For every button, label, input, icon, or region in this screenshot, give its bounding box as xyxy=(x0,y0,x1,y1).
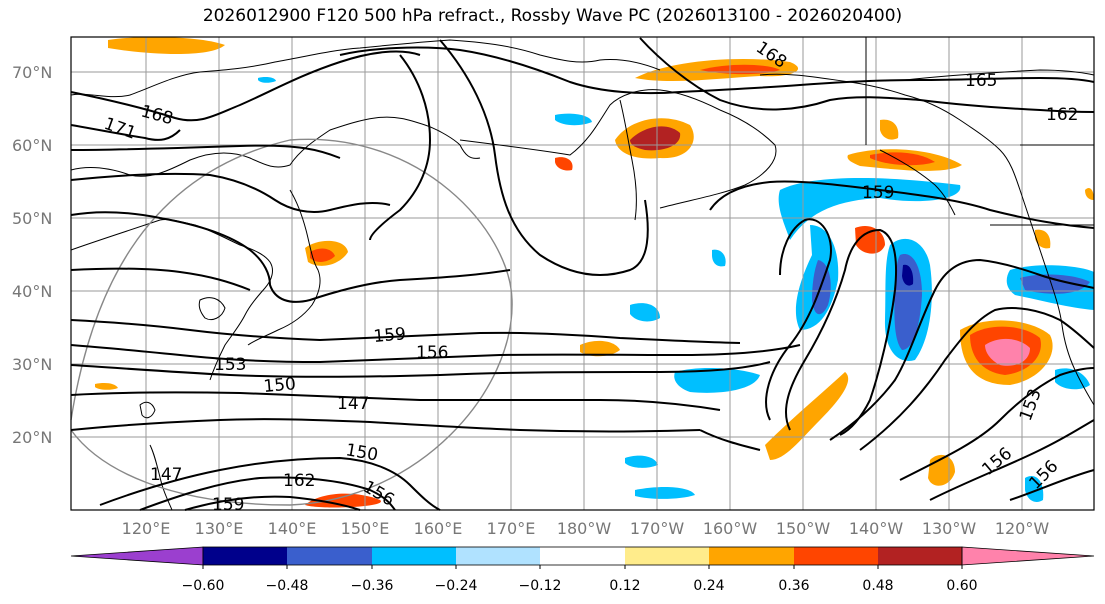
colorbar-segment xyxy=(794,547,878,565)
height-contours xyxy=(70,37,1095,511)
colorbar-tick-label: 0.36 xyxy=(778,578,809,594)
pos-anomaly xyxy=(1085,188,1094,200)
neg-anomaly xyxy=(635,487,695,499)
lat-label: 40°N xyxy=(12,282,52,301)
lon-label: 150°W xyxy=(776,519,831,538)
neg-anomaly xyxy=(555,113,592,126)
graticule xyxy=(71,37,1094,510)
lon-label: 160°W xyxy=(703,519,758,538)
lat-label: 60°N xyxy=(12,136,52,155)
lon-label: 140°W xyxy=(849,519,904,538)
pos-anomaly xyxy=(765,372,849,460)
contour-label: 162 xyxy=(1046,105,1078,125)
neg-anomaly xyxy=(1025,476,1044,502)
colorbar: −0.60 −0.48 −0.36 −0.24 −0.12 0.12 0.24 … xyxy=(70,546,1095,594)
colorbar-tick-label: −0.24 xyxy=(435,578,478,594)
neg-anomaly-vstrong xyxy=(902,264,914,286)
great-circle xyxy=(70,138,513,506)
colorbar-tick-label: 0.24 xyxy=(693,578,724,594)
colorbar-ticks: −0.60 −0.48 −0.36 −0.24 −0.12 0.12 0.24 … xyxy=(182,578,978,594)
contour-label: 165 xyxy=(965,71,997,91)
pos-anomaly-strong xyxy=(630,126,681,151)
contour-label: 153 xyxy=(214,355,246,375)
colorbar-segment xyxy=(625,547,709,565)
lat-label: 20°N xyxy=(12,428,52,447)
colorbar-tick-label: −0.36 xyxy=(351,578,394,594)
neg-anomaly xyxy=(712,249,726,267)
lon-label: 130°W xyxy=(922,519,977,538)
lon-label: 120°E xyxy=(122,519,171,538)
lon-label: 180°W xyxy=(557,519,612,538)
contour-label: 156 xyxy=(416,343,448,363)
colorbar-segment xyxy=(878,547,962,565)
lat-label: 30°N xyxy=(12,355,52,374)
lon-label: 130°E xyxy=(195,519,244,538)
map-frame xyxy=(70,36,1095,511)
pos-anomaly xyxy=(95,383,118,390)
neg-anomaly xyxy=(625,455,658,468)
colorbar-segment xyxy=(372,547,456,565)
pos-anomaly-strong xyxy=(555,157,573,171)
colorbar-tick-label: −0.12 xyxy=(519,578,562,594)
pos-anomaly xyxy=(1035,229,1051,249)
latitude-labels: 70°N 60°N 50°N 40°N 30°N 20°N xyxy=(12,63,52,447)
lat-label: 70°N xyxy=(12,63,52,82)
pos-anomaly xyxy=(580,340,620,357)
colorbar-segment xyxy=(961,546,1095,566)
colorbar-segments xyxy=(70,546,1095,569)
lat-label: 50°N xyxy=(12,209,52,228)
longitude-labels: 120°E 130°E 140°E 150°E 160°E 170°E 180°… xyxy=(122,519,1050,538)
neg-anomaly xyxy=(630,303,660,322)
pos-anomaly xyxy=(108,37,225,54)
contour-label: 162 xyxy=(283,471,315,491)
colorbar-tick-label: 0.60 xyxy=(946,578,977,594)
colorbar-segment xyxy=(70,546,204,566)
contour-label: 159 xyxy=(862,183,894,203)
colorbar-segment xyxy=(540,547,625,565)
neg-anomaly xyxy=(258,77,276,83)
colorbar-segment xyxy=(456,547,540,565)
colorbar-tick-label: −0.60 xyxy=(182,578,225,594)
neg-anomaly xyxy=(778,178,961,240)
lon-label: 120°W xyxy=(995,519,1050,538)
neg-anomaly-strong xyxy=(894,254,922,350)
contour-label: 159 xyxy=(373,324,407,347)
lon-label: 160°E xyxy=(414,519,463,538)
colorbar-tick-label: 0.48 xyxy=(862,578,893,594)
pos-anomaly-extreme xyxy=(985,338,1030,366)
colorbar-tick-label: 0.12 xyxy=(609,578,640,594)
pos-anomaly xyxy=(880,119,899,140)
colorbar-segment xyxy=(287,547,372,565)
pos-anomaly-strong xyxy=(305,493,381,508)
lon-label: 140°E xyxy=(268,519,317,538)
contour-label: 147 xyxy=(337,394,369,414)
neg-anomaly-strong xyxy=(1020,274,1090,294)
contour-label: 159 xyxy=(212,495,244,515)
pos-anomaly-strong xyxy=(870,152,935,166)
contour-label: 147 xyxy=(150,465,182,485)
lon-label: 170°W xyxy=(630,519,685,538)
colorbar-segment xyxy=(709,547,794,565)
colorbar-segment xyxy=(203,547,287,565)
contour-label: 150 xyxy=(263,374,297,397)
lon-label: 170°E xyxy=(487,519,536,538)
neg-anomaly xyxy=(674,368,760,393)
colorbar-tick-label: −0.48 xyxy=(266,578,309,594)
lon-label: 150°E xyxy=(341,519,390,538)
pos-anomaly-strong xyxy=(310,248,335,262)
map-title: 2026012900 F120 500 hPa refract., Rossby… xyxy=(202,6,903,26)
colorbar-outline xyxy=(202,546,963,566)
pos-anomaly-strong xyxy=(855,225,885,254)
